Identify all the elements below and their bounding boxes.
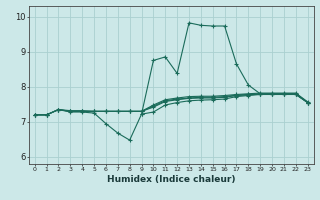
X-axis label: Humidex (Indice chaleur): Humidex (Indice chaleur): [107, 175, 236, 184]
